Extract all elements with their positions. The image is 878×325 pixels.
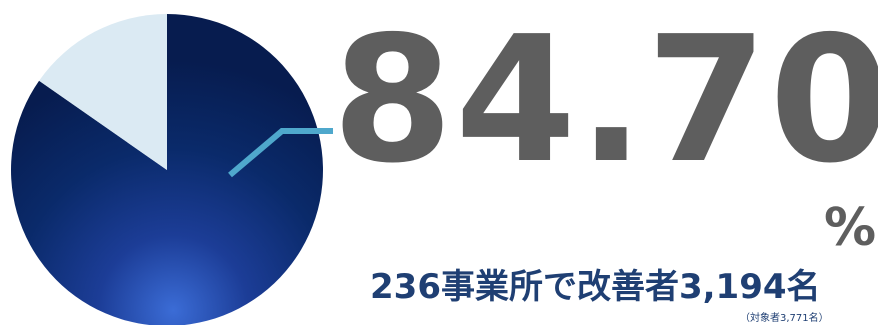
pie-slice-main (11, 14, 323, 325)
summary-text: 236事業所で改善者3,194名 (370, 267, 821, 307)
target-count-note: （対象者3,771名） (740, 313, 829, 324)
pie-slice-rest (39, 14, 167, 170)
percentage-value: 84.70 (332, 0, 878, 202)
percentage-unit: % (824, 198, 877, 258)
leader-line (228, 128, 333, 178)
